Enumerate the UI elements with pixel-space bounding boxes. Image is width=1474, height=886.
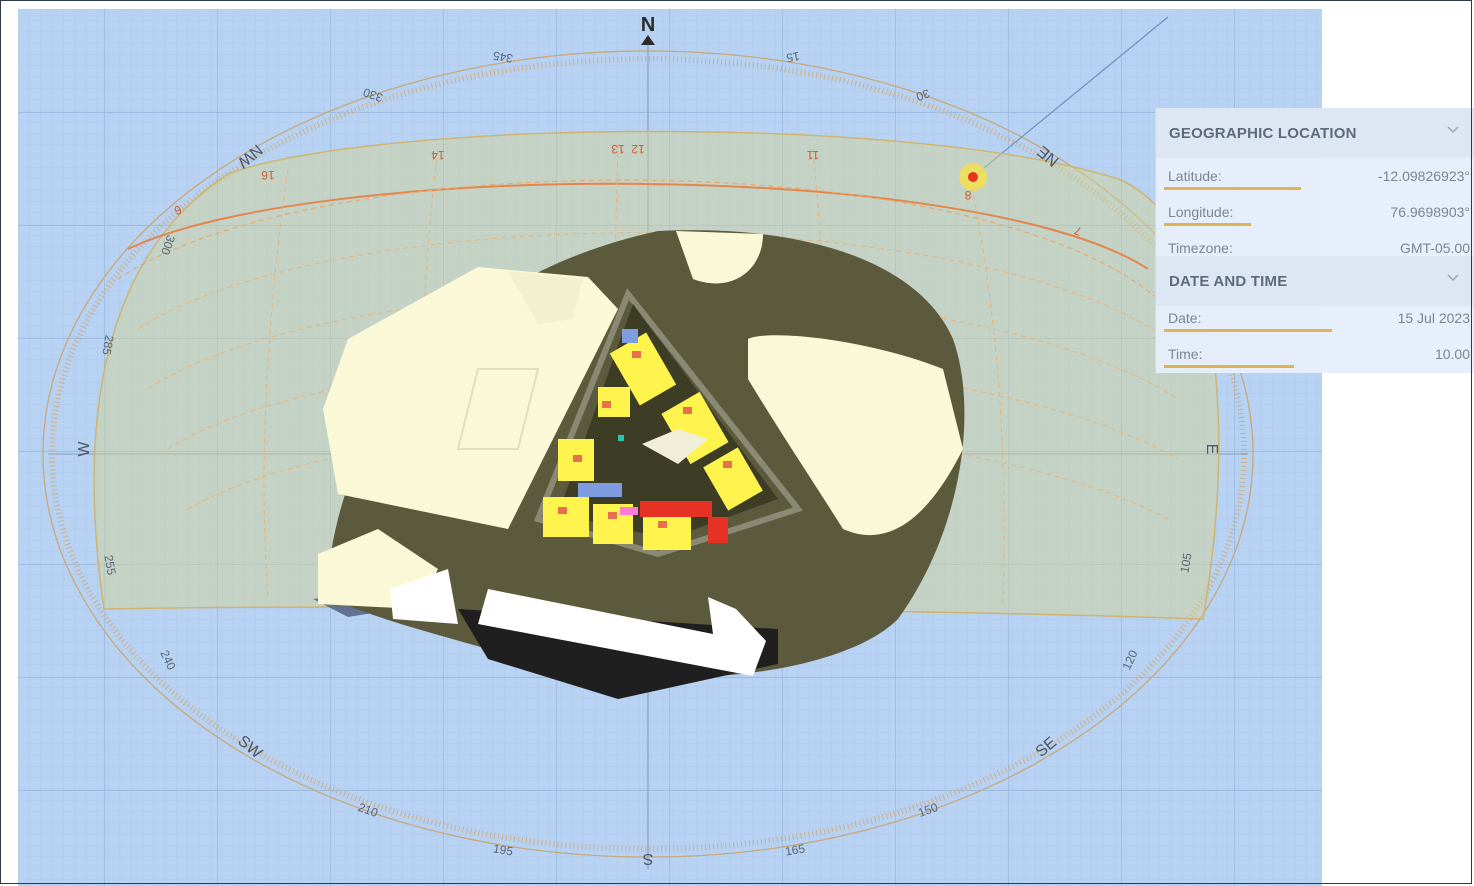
longitude-row[interactable]: Longitude: 76.9698903° (1156, 194, 1474, 230)
latitude-label: Latitude: (1168, 168, 1222, 184)
timezone-value[interactable]: GMT-05.00 (1399, 240, 1470, 256)
azimuth-label: 330 (361, 85, 385, 105)
longitude-label: Longitude: (1168, 204, 1234, 220)
hour-label: 12 (631, 142, 645, 156)
hour-label: 13 (611, 142, 625, 156)
date-value[interactable]: 15 Jul 2023 (1397, 310, 1470, 326)
azimuth-label: 30 (914, 86, 932, 104)
date-underline (1164, 329, 1332, 332)
azimuth-label: 105 (1177, 552, 1194, 574)
time-label: Time: (1168, 346, 1203, 362)
geographic-location-header[interactable]: GEOGRAPHIC LOCATION (1156, 108, 1474, 158)
sun-direction-line (972, 16, 1169, 178)
sun-path-arc (117, 179, 1159, 300)
block-yellow (643, 514, 691, 550)
sun-path-arc (137, 232, 1169, 340)
azimuth-label: 255 (101, 554, 118, 576)
hour-label: 8 (964, 188, 971, 202)
geographic-location-title: GEOGRAPHIC LOCATION (1169, 125, 1357, 142)
building-u-shape (478, 589, 766, 676)
block-red (640, 501, 712, 517)
sun-path-current-day (127, 182, 1149, 270)
time-underline (1164, 365, 1294, 368)
latitude-underline (1164, 187, 1301, 190)
azimuth-label: 300 (158, 233, 178, 257)
cardinal-w: W (76, 441, 93, 457)
cardinal-e: E (1203, 444, 1220, 455)
building-south (390, 569, 458, 624)
longitude-underline (1164, 223, 1251, 226)
chevron-down-icon[interactable] (1445, 269, 1461, 285)
latitude-row[interactable]: Latitude: -12.09826923° (1156, 158, 1474, 194)
block-pink (620, 507, 638, 515)
azimuth-label: 150 (916, 800, 940, 820)
azimuth-label: 345 (492, 48, 514, 65)
date-row[interactable]: Date: 15 Jul 2023 (1156, 300, 1474, 336)
cardinal-s: S (643, 850, 654, 867)
date-label: Date: (1168, 310, 1202, 326)
north-arrow-icon (641, 35, 655, 45)
building-east (748, 335, 963, 536)
3d-viewport[interactable]: N S E W NE NW SE SW 345 330 15 30 300 28… (18, 9, 1322, 886)
time-value[interactable]: 10.00 (1434, 346, 1470, 362)
timezone-label: Timezone: (1168, 240, 1233, 256)
building-north (676, 231, 763, 284)
hour-label: 11 (806, 148, 819, 162)
azimuth-label: 210 (356, 800, 380, 820)
chevron-down-icon[interactable] (1445, 121, 1461, 137)
cardinal-n: N (641, 12, 655, 34)
hour-label: 6 (172, 202, 183, 218)
block-blue (622, 329, 638, 343)
block-yellow (661, 391, 729, 465)
block-yellow (703, 447, 763, 511)
latitude-value[interactable]: -12.09826923° (1377, 168, 1470, 184)
hour-label: 16 (261, 168, 275, 182)
site-model[interactable] (313, 230, 965, 699)
azimuth-label: 165 (784, 841, 806, 858)
date-and-time-header[interactable]: DATE AND TIME (1156, 256, 1474, 306)
block-blue (578, 483, 622, 497)
properties-panel: GEOGRAPHIC LOCATION Latitude: -12.098269… (1155, 108, 1474, 373)
hour-line (263, 168, 289, 600)
block-yellow (609, 332, 677, 406)
block-teal (618, 435, 624, 441)
hour-line (967, 168, 1005, 605)
azimuth-label: 15 (785, 49, 801, 65)
time-row[interactable]: Time: 10.00 (1156, 336, 1474, 372)
longitude-value[interactable]: 76.9698903° (1390, 204, 1470, 220)
block-red (708, 517, 728, 543)
date-and-time-title: DATE AND TIME (1169, 273, 1288, 290)
hour-label: 7 (1072, 223, 1083, 239)
block-yellow (543, 497, 589, 537)
azimuth-label: 195 (492, 841, 514, 858)
azimuth-label: 285 (99, 334, 116, 356)
hour-label: 14 (431, 148, 445, 162)
sun-marker-icon[interactable] (968, 172, 978, 182)
